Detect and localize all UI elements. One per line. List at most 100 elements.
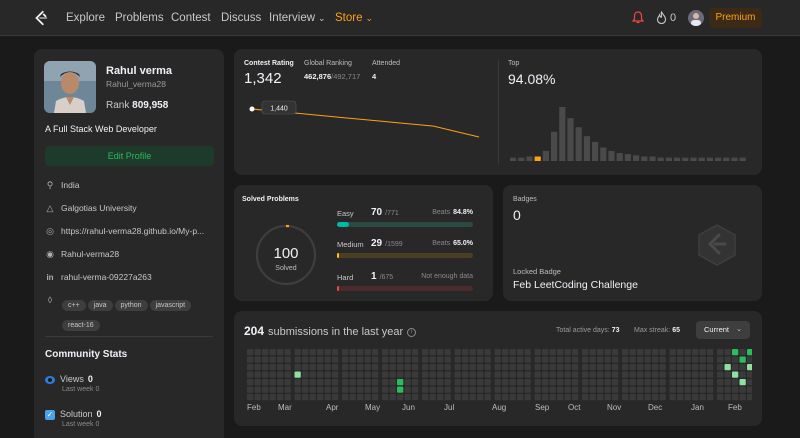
heatmap-cell[interactable] [462, 356, 469, 363]
heatmap-cell[interactable] [502, 379, 509, 386]
heatmap-cell[interactable] [644, 379, 651, 386]
heatmap-cell[interactable] [247, 349, 254, 356]
heatmap-cell[interactable] [717, 386, 724, 393]
heatmap-cell[interactable] [357, 349, 364, 356]
heatmap-cell[interactable] [699, 356, 706, 363]
heatmap-cell[interactable] [437, 364, 444, 371]
heatmap-cell[interactable] [564, 364, 571, 371]
heatmap-cell[interactable] [524, 356, 531, 363]
heatmap-cell[interactable] [412, 371, 419, 378]
heatmap-cell[interactable] [582, 371, 589, 378]
heatmap-cell[interactable] [412, 364, 419, 371]
heatmap-cell[interactable] [597, 371, 604, 378]
heatmap-cell[interactable] [357, 394, 364, 401]
heatmap-cell[interactable] [462, 379, 469, 386]
heatmap-cell[interactable] [707, 386, 714, 393]
heatmap-cell[interactable] [637, 364, 644, 371]
heatmap-cell[interactable] [389, 394, 396, 401]
heatmap-cell[interactable] [732, 371, 739, 378]
heatmap-cell[interactable] [684, 386, 691, 393]
heatmap-cell[interactable] [477, 394, 484, 401]
heatmap-cell[interactable] [684, 364, 691, 371]
heatmap-cell[interactable] [612, 379, 619, 386]
heatmap-cell[interactable] [484, 379, 491, 386]
heatmap-cell[interactable] [557, 386, 564, 393]
heatmap-cell[interactable] [454, 364, 461, 371]
heatmap-cell[interactable] [382, 386, 389, 393]
heatmap-cell[interactable] [247, 386, 254, 393]
heatmap-cell[interactable] [269, 356, 276, 363]
heatmap-cell[interactable] [324, 349, 331, 356]
heatmap-cell[interactable] [582, 356, 589, 363]
heatmap-cell[interactable] [429, 356, 436, 363]
heatmap-cell[interactable] [659, 349, 666, 356]
heatmap-cell[interactable] [309, 364, 316, 371]
heatmap-cell[interactable] [429, 364, 436, 371]
heatmap-cell[interactable] [454, 349, 461, 356]
heatmap-cell[interactable] [589, 379, 596, 386]
heatmap-cell[interactable] [684, 371, 691, 378]
heatmap-cell[interactable] [669, 356, 676, 363]
heatmap-cell[interactable] [517, 394, 524, 401]
heatmap-cell[interactable] [494, 386, 501, 393]
heatmap-cell[interactable] [349, 386, 356, 393]
nav-discuss[interactable]: Discuss [221, 12, 262, 24]
heatmap-cell[interactable] [684, 394, 691, 401]
heatmap-cell[interactable] [652, 394, 659, 401]
heatmap-cell[interactable] [622, 379, 629, 386]
heatmap-cell[interactable] [637, 394, 644, 401]
heatmap-cell[interactable] [612, 356, 619, 363]
heatmap-cell[interactable] [364, 371, 371, 378]
heatmap-cell[interactable] [332, 349, 339, 356]
heatmap-cell[interactable] [747, 356, 752, 363]
heatmap-cell[interactable] [494, 394, 501, 401]
heatmap-cell[interactable] [412, 386, 419, 393]
heatmap-cell[interactable] [469, 394, 476, 401]
heatmap-cell[interactable] [357, 364, 364, 371]
heatmap-cell[interactable] [732, 379, 739, 386]
heatmap-cell[interactable] [717, 394, 724, 401]
heatmap-cell[interactable] [422, 379, 429, 386]
heatmap-cell[interactable] [364, 394, 371, 401]
heatmap-cell[interactable] [254, 379, 261, 386]
heatmap-cell[interactable] [494, 364, 501, 371]
heatmap-cell[interactable] [342, 394, 349, 401]
heatmap-cell[interactable] [629, 371, 636, 378]
heatmap-cell[interactable] [332, 371, 339, 378]
heatmap-cell[interactable] [247, 356, 254, 363]
heatmap-cell[interactable] [597, 364, 604, 371]
heatmap-cell[interactable] [604, 364, 611, 371]
website-link[interactable]: https://rahul-verma28.github.io/My-p... [61, 226, 205, 236]
heatmap-cell[interactable] [637, 371, 644, 378]
heatmap-cell[interactable] [404, 356, 411, 363]
heatmap-cell[interactable] [534, 349, 541, 356]
heatmap-cell[interactable] [732, 394, 739, 401]
heatmap-cell[interactable] [604, 386, 611, 393]
heatmap-cell[interactable] [612, 394, 619, 401]
user-avatar[interactable] [688, 10, 704, 26]
heatmap-cell[interactable] [684, 379, 691, 386]
heatmap-cell[interactable] [724, 364, 731, 371]
heatmap-cell[interactable] [324, 394, 331, 401]
heatmap-cell[interactable] [724, 349, 731, 356]
heatmap-cell[interactable] [372, 349, 379, 356]
heatmap-cell[interactable] [707, 364, 714, 371]
heatmap-cell[interactable] [669, 349, 676, 356]
heatmap-cell[interactable] [502, 386, 509, 393]
locked-badge-name[interactable]: Feb LeetCoding Challenge [513, 279, 638, 291]
heatmap-cell[interactable] [437, 394, 444, 401]
heatmap-cell[interactable] [604, 356, 611, 363]
heatmap-cell[interactable] [454, 386, 461, 393]
heatmap-cell[interactable] [437, 386, 444, 393]
heatmap-cell[interactable] [669, 379, 676, 386]
heatmap-cell[interactable] [534, 371, 541, 378]
heatmap-cell[interactable] [444, 386, 451, 393]
heatmap-cell[interactable] [294, 371, 301, 378]
heatmap-cell[interactable] [342, 349, 349, 356]
heatmap-cell[interactable] [469, 364, 476, 371]
heatmap-cell[interactable] [542, 379, 549, 386]
heatmap-cell[interactable] [494, 356, 501, 363]
heatmap-cell[interactable] [254, 394, 261, 401]
heatmap-cell[interactable] [517, 379, 524, 386]
heatmap-cell[interactable] [477, 386, 484, 393]
